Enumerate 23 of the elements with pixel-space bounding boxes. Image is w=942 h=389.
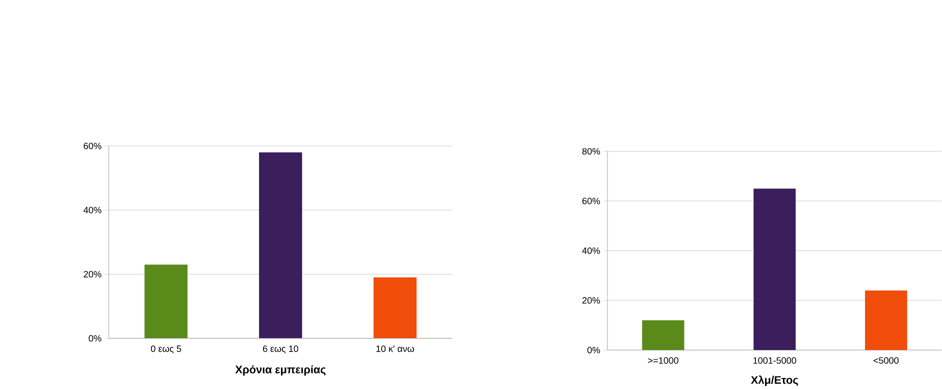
y-tick-label: 60% [582,198,600,204]
x-tick-label: 0 εως 5 [150,345,182,354]
y-tick-label: 40% [582,247,600,254]
bar [754,188,796,350]
bar [144,264,188,338]
bar [259,152,302,338]
y-tick-label: 40% [84,206,102,214]
y-tick-label: 0% [587,346,600,354]
x-axis-title: Χρόνια εμπειρίας [235,365,326,376]
bar [865,290,908,350]
y-tick-label: 20% [84,270,102,278]
bar [374,277,417,338]
bar [642,320,684,350]
x-axis-title: Χλμ/Ετος [750,376,798,386]
y-tick-label: 20% [582,297,600,304]
x-tick-label: >=1000 [648,357,678,364]
x-tick-label: <5000 [874,357,899,364]
y-tick-label: 0% [88,335,102,342]
x-tick-label: 1001-5000 [753,357,796,364]
y-tick-label: 60% [84,142,102,150]
x-tick-label: 10 κ' ανω [376,345,414,352]
x-tick-label: 6 εως 10 [263,345,298,354]
y-tick-label: 80% [582,148,600,155]
